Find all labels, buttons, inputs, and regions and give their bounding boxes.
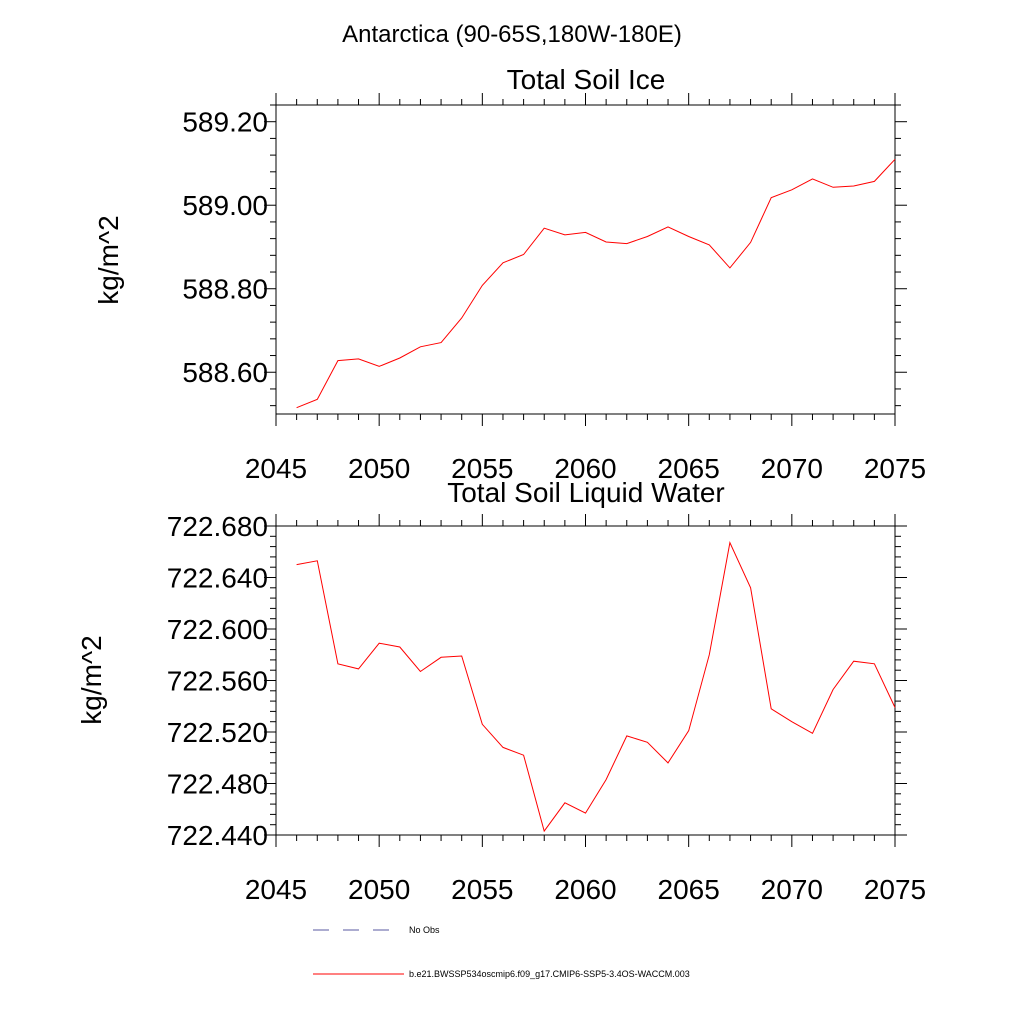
y-tick-label: 722.680 bbox=[167, 511, 268, 542]
legend-label-series: b.e21.BWSSP534oscmip6.f09_g17.CMIP6-SSP5… bbox=[409, 969, 690, 979]
legend: No Obs b.e21.BWSSP534oscmip6.f09_g17.CMI… bbox=[313, 925, 690, 979]
x-tick-label: 2045 bbox=[245, 874, 307, 905]
x-tick-label: 2055 bbox=[451, 453, 513, 484]
x-tick-label: 2075 bbox=[864, 874, 926, 905]
legend-label-no-obs: No Obs bbox=[409, 925, 440, 935]
figure-title: Antarctica (90-65S,180W-180E) bbox=[342, 21, 682, 48]
series-line bbox=[296, 541, 896, 833]
plot-frame bbox=[275, 104, 896, 415]
x-tick-label: 2050 bbox=[348, 874, 410, 905]
y-tick-label: 589.20 bbox=[182, 107, 268, 138]
y-tick-label: 722.440 bbox=[167, 820, 268, 851]
chart-title: Total Soil Ice bbox=[507, 64, 666, 95]
x-tick-label: 2065 bbox=[658, 453, 720, 484]
x-tick-label: 2075 bbox=[864, 453, 926, 484]
chart-title: Total Soil Liquid Water bbox=[447, 477, 725, 508]
plot-frame bbox=[275, 525, 896, 836]
y-tick-label: 722.600 bbox=[167, 614, 268, 645]
y-tick-label: 589.00 bbox=[182, 190, 268, 221]
y-axis-label: kg/m^2 bbox=[93, 215, 124, 304]
plot-area: 2045 2050 2055 2060 2065 2070 2075 722.440 722.4… bbox=[167, 511, 926, 905]
y-tick-label: 722.480 bbox=[167, 769, 268, 800]
panel-total-soil-ice: Total Soil Ice kg/m^2 2045 2050 2055 2060 20… bbox=[93, 64, 926, 484]
x-tick-label: 2055 bbox=[451, 874, 513, 905]
plot-area: 2045 2050 2055 2060 2065 2070 2075 588.60 588.80… bbox=[182, 93, 926, 484]
y-axis-label: kg/m^2 bbox=[76, 635, 107, 724]
y-tick-label: 722.560 bbox=[167, 666, 268, 697]
y-tick-label: 588.80 bbox=[182, 274, 268, 305]
y-tick-label: 588.60 bbox=[182, 357, 268, 388]
y-tick-label: 722.520 bbox=[167, 717, 268, 748]
series-line bbox=[296, 158, 896, 409]
x-tick-label: 2070 bbox=[761, 453, 823, 484]
x-tick-label: 2060 bbox=[554, 874, 616, 905]
x-tick-label: 2045 bbox=[245, 453, 307, 484]
x-tick-label: 2060 bbox=[554, 453, 616, 484]
panel-total-soil-liquid-water: Total Soil Liquid Water kg/m^2 2045 2050 2… bbox=[76, 477, 926, 905]
x-tick-label: 2050 bbox=[348, 453, 410, 484]
y-tick-label: 722.640 bbox=[167, 563, 268, 594]
x-tick-label: 2070 bbox=[761, 874, 823, 905]
x-tick-label: 2065 bbox=[658, 874, 720, 905]
